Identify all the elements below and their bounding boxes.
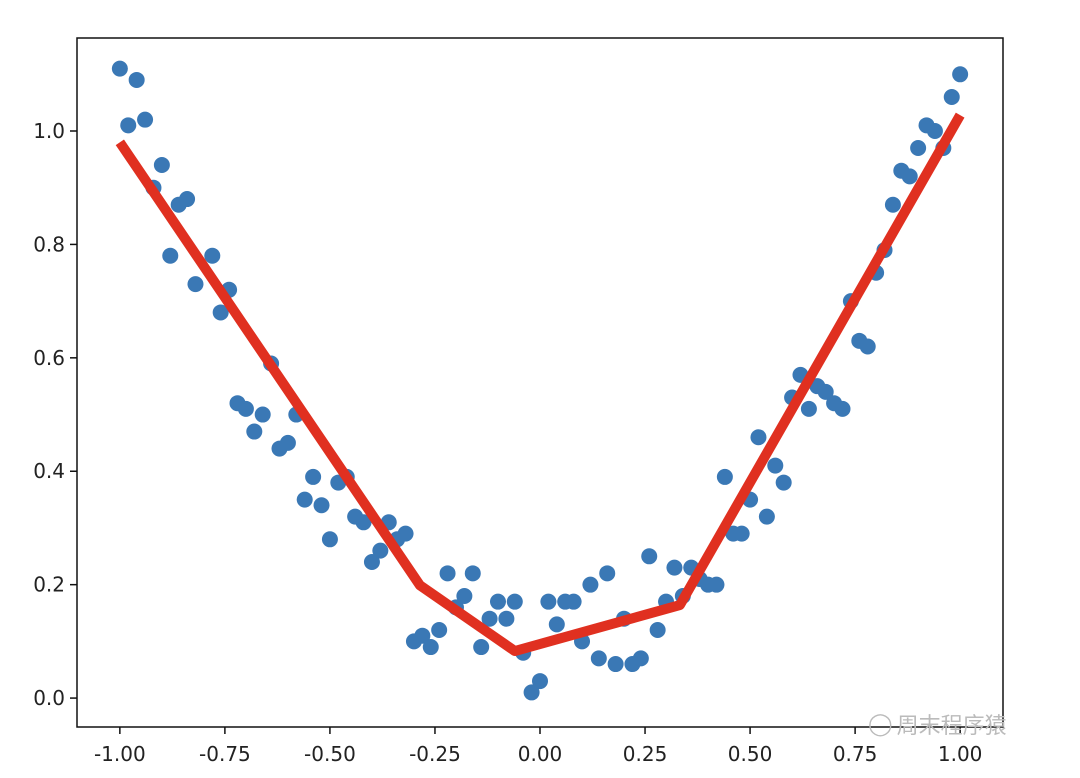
scatter-point [237, 400, 254, 417]
x-tick-label: -1.00 [94, 742, 146, 766]
scatter-point [910, 140, 927, 157]
scatter-point [204, 247, 221, 264]
x-tick-label: 0.75 [833, 742, 878, 766]
x-tick-label: 0.25 [623, 742, 668, 766]
scatter-point [901, 168, 918, 185]
x-tick-label: -0.50 [304, 742, 356, 766]
scatter-point [750, 429, 767, 446]
scatter-point [464, 565, 481, 582]
scatter-point [632, 650, 649, 667]
y-tick-label: 0.6 [33, 346, 65, 370]
scatter-point [296, 491, 313, 508]
scatter-point [120, 117, 137, 134]
scatter-point [439, 565, 456, 582]
scatter-point [254, 406, 271, 423]
scatter-point [716, 468, 733, 485]
x-tick-label: -0.75 [199, 742, 251, 766]
scatter-point [641, 548, 658, 565]
scatter-point [153, 157, 170, 174]
scatter-point [212, 304, 229, 321]
y-tick-label: 0.4 [33, 459, 65, 483]
scatter-point [473, 639, 490, 656]
x-axis: -1.00 -0.75 -0.50 -0.25 0.00 0.25 0.50 0.75 1.00 [94, 727, 982, 766]
scatter-point [128, 71, 145, 88]
scatter-point [162, 247, 179, 264]
scatter-point [532, 673, 548, 690]
y-tick-label: 0.8 [33, 232, 65, 256]
x-tick-label: 0.50 [728, 742, 773, 766]
scatter-point [733, 525, 750, 542]
scatter-point [649, 622, 666, 639]
scatter-point [187, 276, 204, 293]
scatter-point [540, 593, 557, 610]
scatter-point [800, 400, 817, 417]
watermark: ◯ 周末程序猿 [868, 708, 1007, 740]
scatter-point [952, 66, 969, 83]
scatter-point [523, 684, 540, 701]
scatter-point [456, 588, 473, 605]
scatter-point [305, 468, 322, 485]
scatter-point [321, 531, 338, 548]
wechat-icon: ◯ [868, 711, 893, 737]
watermark-text: 周末程序猿 [896, 714, 1007, 739]
scatter-point [767, 457, 784, 474]
scatter-point [111, 60, 128, 77]
scatter-point [179, 191, 196, 208]
scatter-point [926, 123, 943, 140]
scatter-point [834, 400, 851, 417]
x-tick-label: -0.25 [409, 742, 461, 766]
scatter-point [548, 616, 565, 633]
scatter-point [775, 474, 792, 491]
scatter-point [884, 196, 901, 213]
scatter-point [599, 565, 616, 582]
y-tick-label: 0.0 [33, 686, 65, 710]
axes-frame [76, 37, 1004, 728]
scatter-point [137, 111, 154, 128]
x-tick-label: 1.00 [938, 742, 983, 766]
scatter-point [498, 610, 515, 627]
plot-marks [111, 60, 969, 701]
scatter-point [666, 559, 683, 576]
scatter-point [481, 610, 498, 627]
scatter-point [758, 508, 775, 525]
y-tick-label: 0.2 [33, 573, 65, 597]
scatter-point [363, 553, 380, 570]
scatter-point [817, 383, 834, 400]
scatter-point [355, 514, 372, 531]
fit-line [115, 112, 965, 657]
scatter-point [943, 88, 960, 105]
scatter-point [565, 593, 582, 610]
scatter-point [506, 593, 523, 610]
scatter-point [313, 497, 330, 514]
y-axis: 0.0 0.2 0.4 0.6 0.8 1.0 [33, 119, 77, 710]
scatter-point [422, 639, 439, 656]
scatter-point [708, 576, 725, 593]
scatter-point [397, 525, 414, 542]
x-tick-label: 0.00 [518, 742, 563, 766]
scatter-point [489, 593, 506, 610]
scatter-point [279, 434, 296, 451]
scatter-point [431, 622, 448, 639]
scatter-point [859, 338, 876, 355]
scatter-point [414, 627, 431, 644]
scatter-point [246, 423, 263, 440]
scatter-point [582, 576, 599, 593]
y-tick-label: 1.0 [33, 119, 65, 143]
scatter-point [607, 656, 624, 673]
scatter-point [590, 650, 607, 667]
scatter-point [372, 542, 389, 559]
